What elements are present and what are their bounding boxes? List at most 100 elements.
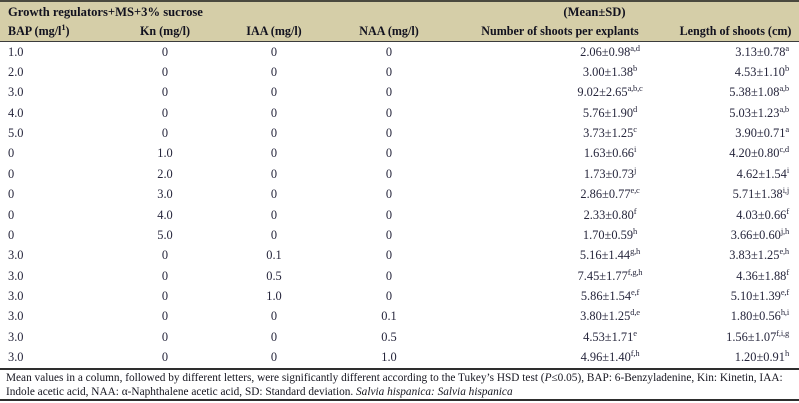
cell-shoots-length: 1.80±0.56h,i — [730, 307, 790, 324]
cell-kn: 0 — [161, 126, 169, 141]
cell-bap: 3.0 — [8, 288, 24, 303]
table-row: 4.0 0 0 0 5.76±1.90d 5.03±1.23a,b — [0, 103, 799, 123]
table-body: 1.0 0 0 0 2.06±0.98a,d 3.13±0.78a 2.0 0 0 0 3.00±1… — [0, 42, 799, 368]
table-row: 3.0 0 0.5 0 7.45±1.77f,g,h 4.36±1.88f — [0, 266, 799, 286]
cell-naa: 0 — [385, 126, 393, 141]
cell-shoots-length: 3.83±1.25e,h — [729, 246, 789, 263]
table-row: 1.0 0 0 0 2.06±0.98a,d 3.13±0.78a — [0, 42, 799, 62]
cell-iaa: 0 — [270, 166, 278, 181]
cell-shoots-length: 4.62±1.54i — [736, 164, 790, 181]
cell-naa: 0.1 — [381, 309, 397, 324]
cell-kn: 0 — [161, 65, 169, 80]
cell-bap: 0 — [8, 207, 15, 222]
column-header: Number of shoots per explants — [481, 24, 639, 38]
cell-naa: 0 — [385, 207, 393, 222]
cell-shoots-length: 4.20±0.80c,d — [729, 144, 789, 161]
cell-naa: 0 — [385, 105, 393, 120]
cell-bap: 3.0 — [8, 268, 24, 283]
cell-naa: 0 — [385, 288, 393, 303]
cell-shoots-length: 5.71±1.38i,j — [732, 185, 790, 202]
cell-bap: 0 — [8, 166, 15, 181]
cell-naa: 0 — [385, 44, 393, 59]
column-header-row: BAP (mg/l1) Kn (mg/l) IAA (mg/l) NAA (mg/l)… — [0, 22, 799, 41]
cell-kn: 0 — [161, 248, 169, 263]
footnote-text: ≤0.05), BAP: 6-Benzyladenine, Kin: Kinet… — [6, 372, 783, 398]
cell-iaa: 0.1 — [266, 248, 282, 263]
cell-shoots-count: 3.80±1.25d,e — [580, 307, 640, 324]
table-row: 5.0 0 0 0 3.73±1.25c 3.90±0.71a — [0, 123, 799, 143]
table-row: 0 3.0 0 0 2.86±0.77e,c 5.71±1.38i,j — [0, 185, 799, 205]
cell-bap: 0 — [8, 187, 15, 202]
cell-shoots-count: 2.86±0.77e,c — [580, 185, 640, 202]
cell-iaa: 0 — [270, 105, 278, 120]
column-header: IAA (mg/l) — [246, 24, 302, 38]
cell-shoots-length: 3.90±0.71a — [735, 123, 789, 141]
table-row: 0 1.0 0 0 1.63±0.66i 4.20±0.80c,d — [0, 144, 799, 164]
table-row: 0 5.0 0 0 1.70±0.59h 3.66±0.60j,h — [0, 225, 799, 245]
cell-kn: 0 — [161, 268, 169, 283]
cell-bap: 0 — [8, 227, 15, 242]
group-header-mean-sd: (Mean±SD) — [563, 4, 626, 19]
cell-iaa: 0 — [270, 329, 278, 344]
cell-shoots-length: 4.03±0.66f — [736, 205, 789, 222]
cell-shoots-count: 9.02±2.65a,b,c — [577, 83, 643, 100]
cell-naa: 0 — [385, 187, 393, 202]
cell-kn: 0 — [161, 350, 169, 365]
cell-shoots-length: 4.53±1.10b — [734, 62, 789, 80]
cell-naa: 0 — [385, 166, 393, 181]
cell-naa: 0 — [385, 146, 393, 161]
cell-shoots-count: 1.73±0.73j — [583, 164, 637, 181]
cell-bap: 4.0 — [8, 105, 24, 120]
group-header-row: Growth regulators+MS+3% sucrose (Mean±SD… — [0, 2, 799, 22]
column-header: Length of shoots (cm) — [679, 24, 792, 38]
cell-kn: 2.0 — [157, 166, 173, 181]
table-header: Growth regulators+MS+3% sucrose (Mean±SD… — [0, 0, 799, 42]
table-row: 3.0 0 0 0.1 3.80±1.25d,e 1.80±0.56h,i — [0, 307, 799, 327]
cell-shoots-length: 5.10±1.39e,f — [730, 286, 790, 303]
cell-shoots-count: 4.96±1.40f,h — [580, 347, 640, 365]
cell-shoots-length: 1.56±1.07f,i,g — [726, 327, 789, 344]
footnote-text: Mean values in a column, followed by dif… — [6, 372, 545, 384]
cell-kn: 0 — [161, 44, 169, 59]
cell-shoots-length: 3.66±0.60j,h — [730, 225, 790, 242]
table-row: 2.0 0 0 0 3.00±1.38b 4.53±1.10b — [0, 62, 799, 82]
cell-iaa: 0 — [270, 350, 278, 365]
cell-kn: 0 — [161, 85, 169, 100]
cell-shoots-count: 4.53±1.71e — [583, 327, 637, 344]
cell-shoots-count: 3.00±1.38b — [582, 62, 638, 80]
cell-kn: 3.0 — [157, 187, 173, 202]
cell-shoots-count: 5.16±1.44g,h — [579, 246, 641, 263]
cell-bap: 3.0 — [8, 85, 24, 100]
cell-shoots-count: 3.73±1.25c — [583, 123, 637, 141]
cell-iaa: 1.0 — [266, 288, 282, 303]
cell-kn: 0 — [161, 309, 169, 324]
table-row: 3.0 0 0 0 9.02±2.65a,b,c 5.38±1.08a,b — [0, 83, 799, 103]
cell-iaa: 0 — [270, 44, 278, 59]
cell-naa: 0 — [385, 85, 393, 100]
cell-iaa: 0 — [270, 309, 278, 324]
cell-iaa: 0 — [270, 187, 278, 202]
table-row: 3.0 0 0 0.5 4.53±1.71e 1.56±1.07f,i,g — [0, 327, 799, 347]
footnote-text: Salvia hispanica: Salvia hispanica — [356, 385, 513, 398]
cell-bap: 2.0 — [8, 65, 24, 80]
cell-shoots-count: 2.06±0.98a,d — [580, 42, 640, 59]
cell-iaa: 0.5 — [266, 268, 282, 283]
cell-bap: 1.0 — [8, 44, 24, 59]
cell-iaa: 0 — [270, 65, 278, 80]
cell-naa: 1.0 — [381, 350, 397, 365]
cell-iaa: 0 — [270, 126, 278, 141]
cell-bap: 3.0 — [8, 309, 24, 324]
table-row: 3.0 0 0.1 0 5.16±1.44g,h 3.83±1.25e,h — [0, 246, 799, 266]
cell-kn: 0 — [161, 105, 169, 120]
table-footnote: Mean values in a column, followed by dif… — [0, 368, 799, 401]
table-row: 0 2.0 0 0 1.73±0.73j 4.62±1.54i — [0, 164, 799, 184]
cell-iaa: 0 — [270, 227, 278, 242]
cell-naa: 0 — [385, 248, 393, 263]
cell-iaa: 0 — [270, 85, 278, 100]
cell-shoots-count: 1.63±0.66i — [583, 144, 637, 161]
cell-naa: 0 — [385, 268, 393, 283]
cell-shoots-count: 5.86±1.54e,f — [580, 286, 640, 303]
cell-bap: 0 — [8, 146, 15, 161]
column-header: BAP (mg/l1) — [8, 21, 70, 38]
cell-naa: 0.5 — [381, 329, 397, 344]
